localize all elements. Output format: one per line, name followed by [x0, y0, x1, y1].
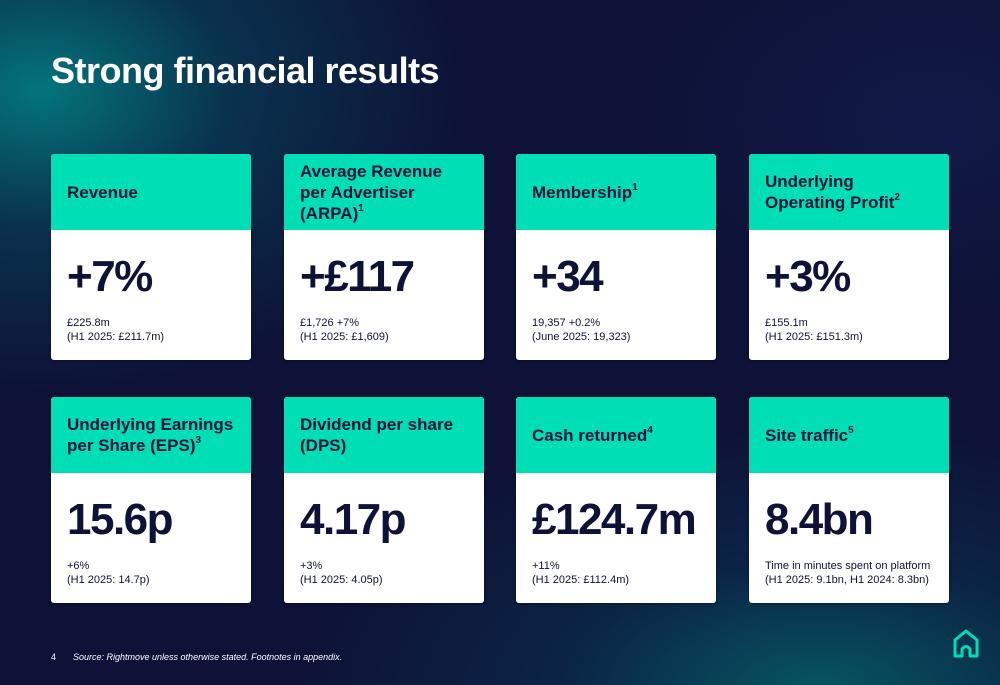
card-value: £124.7m	[532, 495, 697, 544]
metric-card-arpa: Average Revenue per Advertiser (ARPA)1 +…	[284, 154, 484, 360]
card-detail: £225.8m (H1 2025: £211.7m)	[67, 317, 165, 343]
card-label: Dividend per share (DPS)	[300, 415, 454, 455]
source-note: Source: Rightmove unless otherwise state…	[73, 652, 343, 662]
card-label: Average Revenue per Advertiser (ARPA)1	[300, 161, 443, 223]
card-detail: +11% (H1 2025: £112.4m)	[532, 560, 630, 586]
house-logo-icon	[953, 629, 979, 658]
card-label: Underlying Operating Profit2	[765, 172, 900, 212]
footnote-marker: 1	[358, 202, 364, 214]
card-detail: £155.1m (H1 2025: £151.3m)	[765, 317, 863, 343]
card-value: +£117	[300, 252, 415, 301]
footnote-marker: 4	[647, 424, 653, 436]
card-label: Cash returned4	[532, 424, 653, 445]
card-detail: +3% (H1 2025: 4.05p)	[300, 560, 383, 586]
card-detail: +6% (H1 2025: 14.7p)	[67, 560, 150, 586]
card-detail: 19,357 +0.2% (June 2025: 19,323)	[532, 317, 631, 343]
footnote-marker: 3	[195, 435, 202, 447]
page-number: 4	[51, 652, 57, 662]
card-detail: £1,726 +7% (H1 2025: £1,609)	[300, 317, 389, 343]
card-detail: Time in minutes spent on platform (H1 20…	[765, 560, 931, 586]
card-label: Revenue	[67, 182, 138, 202]
metric-card-revenue: Revenue +7% £225.8m (H1 2025: £211.7m)	[51, 154, 251, 360]
footnote-marker: 2	[894, 192, 900, 204]
card-value: +3%	[765, 252, 851, 301]
card-label: Site traffic5	[765, 424, 854, 445]
card-value: +34	[532, 252, 604, 301]
metric-card-membership: Membership1 +34 19,357 +0.2% (June 2025:…	[516, 154, 716, 360]
metric-card-site-traffic: Site traffic5 8.4bn Time in minutes spen…	[749, 397, 949, 603]
card-value: 4.17p	[300, 495, 407, 544]
metric-card-cash-returned: Cash returned4 £124.7m +11% (H1 2025: £1…	[516, 397, 716, 603]
card-label: Underlying Earnings per Share (EPS)3	[67, 415, 234, 455]
footnote-marker: 1	[632, 181, 638, 193]
card-label: Membership1	[532, 181, 638, 202]
slide-title: Strong financial results	[51, 50, 440, 91]
footnote-marker: 5	[848, 424, 854, 436]
metric-card-eps: Underlying Earnings per Share (EPS)3 15.…	[51, 397, 251, 603]
card-value: +7%	[67, 252, 153, 301]
card-value: 15.6p	[67, 495, 174, 544]
metric-card-dps: Dividend per share (DPS) 4.17p +3% (H1 2…	[284, 397, 484, 603]
card-value: 8.4bn	[765, 495, 874, 544]
metric-card-operating-profit: Underlying Operating Profit2 +3% £155.1m…	[749, 154, 949, 360]
